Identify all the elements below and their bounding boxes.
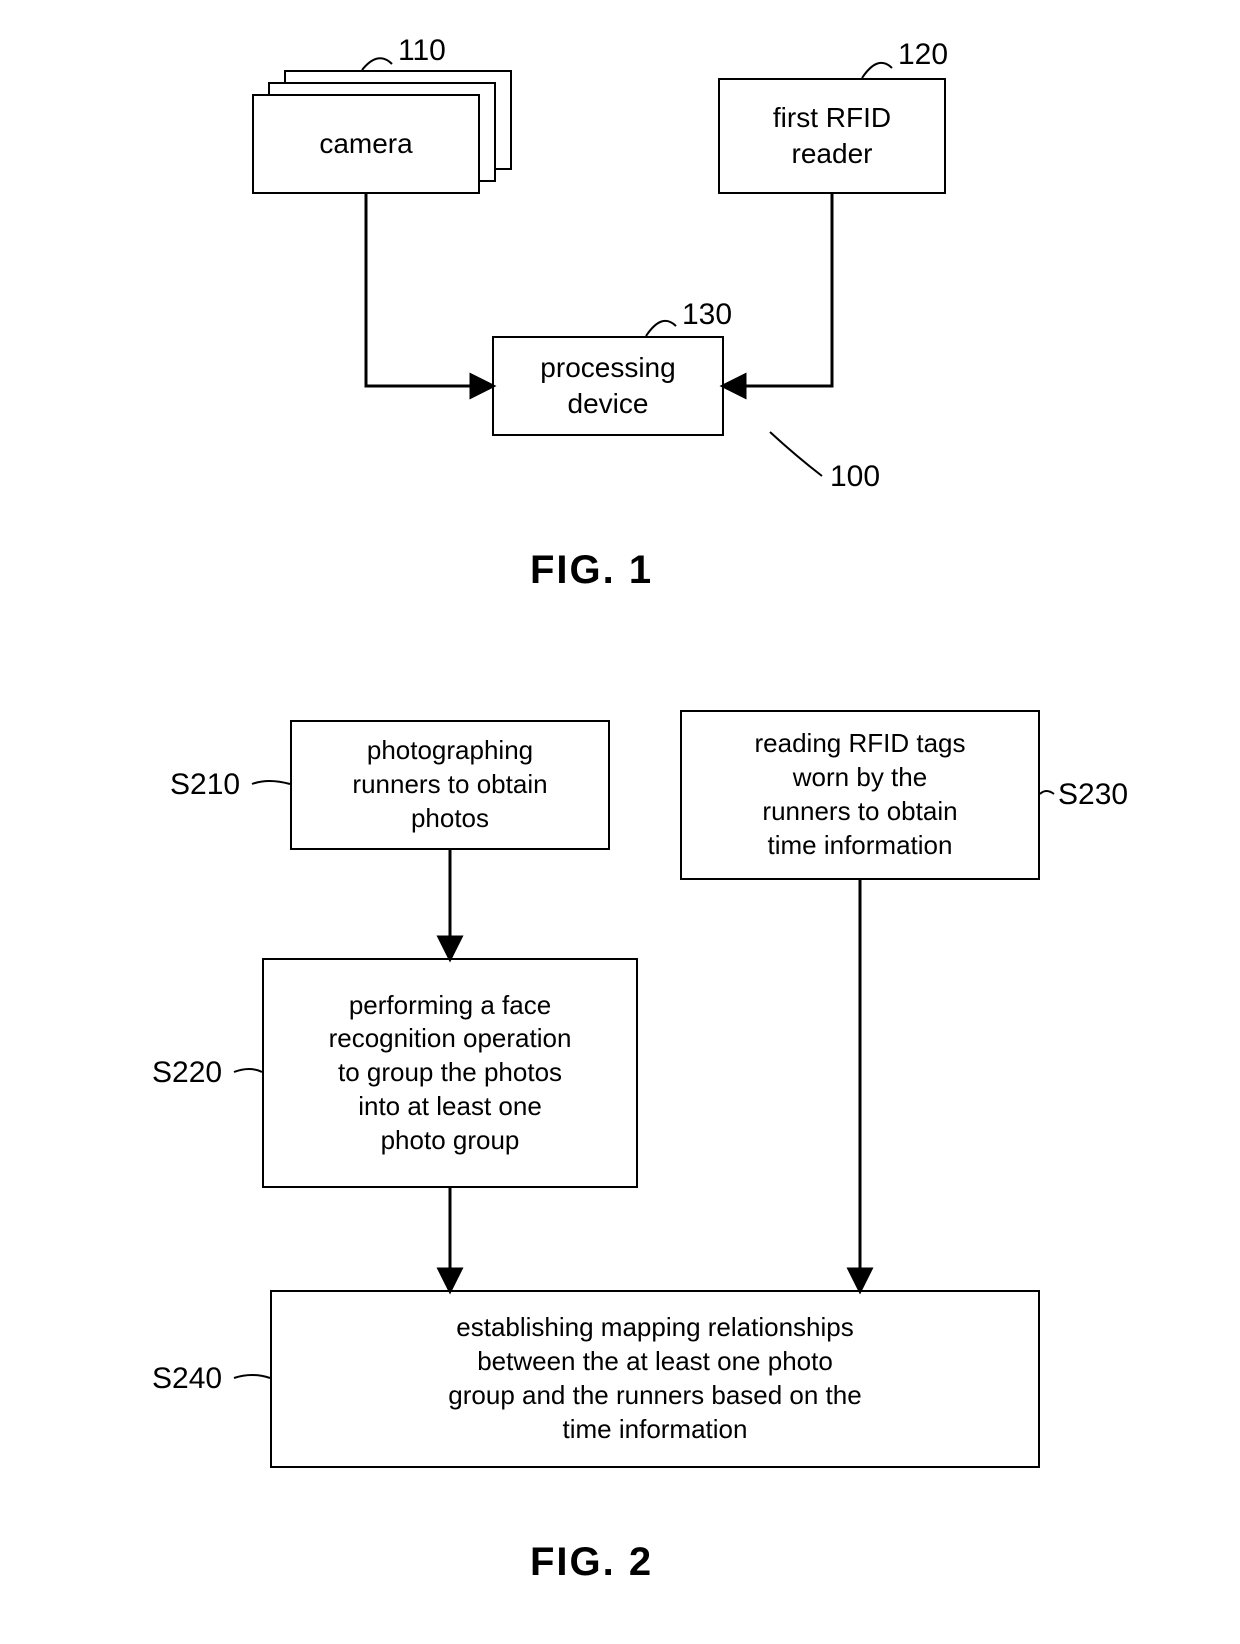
s240-box: establishing mapping relationships betwe…: [270, 1290, 1040, 1468]
ref-120: 120: [898, 38, 948, 72]
s220-label: performing a face recognition operation …: [329, 989, 572, 1158]
rfid-box: first RFID reader: [718, 78, 946, 194]
s210-ref: S210: [170, 768, 240, 802]
camera-box: camera: [252, 94, 480, 194]
camera-label: camera: [319, 126, 412, 162]
s220-box: performing a face recognition operation …: [262, 958, 638, 1188]
proc-label: processing device: [540, 350, 675, 423]
s230-ref: S230: [1058, 778, 1128, 812]
rfid-label: first RFID reader: [773, 100, 891, 173]
ref-100: 100: [830, 460, 880, 494]
s230-box: reading RFID tags worn by the runners to…: [680, 710, 1040, 880]
s230-label: reading RFID tags worn by the runners to…: [755, 727, 966, 862]
s210-label: photographing runners to obtain photos: [352, 734, 547, 835]
page: camera first RFID reader processing devi…: [0, 0, 1240, 1644]
ref-110: 110: [398, 34, 446, 68]
s210-box: photographing runners to obtain photos: [290, 720, 610, 850]
s220-ref: S220: [152, 1056, 222, 1090]
fig1-caption: FIG. 1: [530, 548, 653, 593]
s240-label: establishing mapping relationships betwe…: [448, 1311, 861, 1446]
proc-box: processing device: [492, 336, 724, 436]
s240-ref: S240: [152, 1362, 222, 1396]
fig2-caption: FIG. 2: [530, 1540, 653, 1585]
ref-130: 130: [682, 298, 732, 332]
